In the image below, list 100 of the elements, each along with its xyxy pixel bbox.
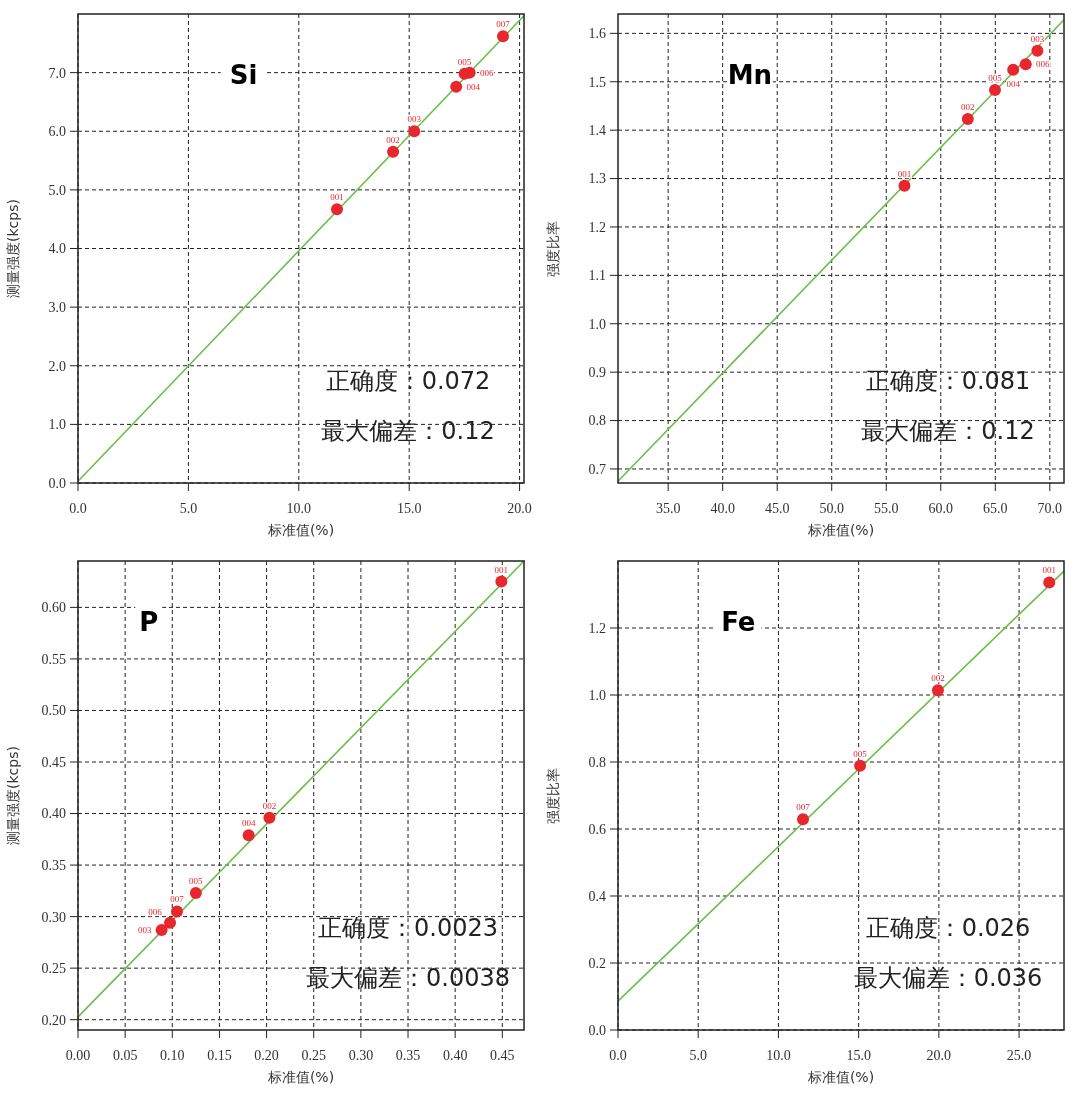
annotation: 002 (961, 102, 975, 113)
y-tick-label: 6.0 (48, 124, 66, 140)
y-tick-label: 0.7 (588, 461, 606, 477)
y-tick-label: 0.60 (41, 600, 66, 616)
x-tick-label: 10.0 (766, 1048, 791, 1063)
y-tick-label: 0.35 (41, 857, 66, 873)
x-tick-label: 15.0 (396, 501, 422, 516)
annotation: 005 (853, 748, 868, 759)
annotation: 001 (330, 192, 344, 203)
y-tick-label: 2.0 (48, 358, 66, 374)
point (263, 811, 276, 824)
y-axis-title: 测量强度(kcps) (5, 199, 21, 298)
y-tick-label: 0.8 (588, 413, 606, 429)
annotation: 005 (988, 72, 1003, 83)
x-tick-label: 40.0 (710, 501, 735, 516)
annotation: 007 (496, 19, 511, 30)
y-axis-title: 测量强度(kcps) (5, 746, 21, 845)
point (495, 575, 508, 588)
point (1043, 576, 1056, 589)
y-tick-label: 1.2 (588, 620, 606, 636)
x-tick-label: 15.0 (846, 1048, 871, 1063)
annotation: 最大偏差：0.12 (321, 417, 495, 446)
x-tick-label: 0.20 (254, 1048, 279, 1063)
annotation: 最大偏差：0.12 (861, 417, 1035, 446)
text: Mn (727, 60, 773, 91)
annotation: 004 (466, 81, 481, 92)
y-tick-label: 1.3 (588, 171, 606, 187)
y-tick-label: 3.0 (48, 300, 66, 316)
x-tick-label: 25.0 (1006, 1048, 1032, 1063)
point (854, 759, 867, 772)
point (242, 829, 255, 842)
annotation: 006 (479, 67, 494, 78)
annotation: 002 (262, 800, 277, 811)
y-tick-label: 0.30 (41, 909, 66, 925)
y-tick-label: 0.55 (41, 651, 66, 667)
x-axis-title: 标准值(%) (266, 522, 335, 538)
annotation: 正确度：0.072 (325, 367, 491, 396)
annotation: 003 (1030, 33, 1045, 44)
y-tick-label: 7.0 (48, 65, 66, 81)
x-tick-label: 0.40 (442, 1048, 468, 1063)
x-tick-label: 35.0 (655, 501, 681, 516)
x-tick-label: 45.0 (764, 501, 790, 516)
point (961, 113, 974, 126)
y-axis-title: 强度比率 (545, 220, 561, 277)
x-tick-label: 10.0 (286, 501, 312, 516)
annotation: 001 (494, 564, 509, 575)
y-axis-title: 强度比率 (545, 767, 561, 824)
y-tick-label: 0.20 (41, 1012, 66, 1028)
y-tick-label: 0.50 (41, 703, 66, 719)
x-axis-title: 标准值(%) (266, 1069, 335, 1085)
x-tick-label: 20.0 (926, 1048, 952, 1063)
x-tick-label: 0.35 (395, 1048, 421, 1063)
y-tick-label: 4.0 (48, 241, 66, 257)
annotation: 005 (189, 875, 204, 886)
y-tick-label: 0.6 (588, 821, 606, 837)
annotation: 004 (241, 818, 256, 829)
y-tick-label: 0.0 (48, 475, 66, 491)
y-tick-label: 1.4 (588, 123, 606, 139)
point (497, 30, 510, 43)
annotation: 006 (148, 906, 163, 917)
point (1031, 44, 1044, 57)
point (387, 145, 400, 158)
y-tick-label: 1.2 (588, 219, 606, 235)
annotation: 正确度：0.081 (865, 367, 1031, 396)
annotation: 001 (897, 168, 912, 179)
y-tick-label: 1.0 (588, 687, 606, 703)
x-tick-label: 50.0 (819, 501, 844, 516)
x-tick-label: 20.0 (507, 501, 532, 516)
annotation: 最大偏差：0.0038 (306, 964, 511, 993)
y-tick-label: 0.8 (588, 754, 606, 770)
x-tick-label: 70.0 (1037, 501, 1063, 516)
annotation: 003 (407, 114, 422, 125)
x-tick-label: 5.0 (179, 501, 198, 516)
annotation: 007 (796, 802, 811, 813)
y-tick-label: 0.40 (41, 806, 66, 822)
point (988, 83, 1001, 96)
y-tick-label: 0.4 (588, 888, 606, 904)
y-tick-label: 1.0 (588, 316, 606, 332)
y-tick-label: 0.45 (41, 754, 66, 770)
x-tick-label: 0.10 (160, 1048, 185, 1063)
point (931, 684, 944, 697)
annotation: 正确度：0.026 (865, 914, 1031, 943)
y-tick-label: 1.5 (588, 74, 606, 90)
point (171, 905, 184, 918)
x-axis-title: 标准值(%) (806, 522, 875, 538)
x-tick-label: 0.0 (69, 501, 87, 516)
x-tick-label: 60.0 (928, 501, 954, 516)
y-tick-label: 1.0 (48, 417, 66, 433)
annotation: 002 (931, 673, 945, 684)
point (1007, 63, 1020, 76)
point (189, 886, 202, 899)
y-tick-label: 1.1 (588, 268, 606, 284)
annotation: 001 (1042, 565, 1056, 576)
point (898, 179, 911, 192)
y-tick-label: 0.9 (588, 365, 606, 381)
x-tick-label: 65.0 (983, 501, 1008, 516)
point (1019, 58, 1032, 71)
x-tick-label: 0.25 (301, 1048, 326, 1063)
text: Si (229, 60, 258, 91)
point (408, 125, 421, 138)
